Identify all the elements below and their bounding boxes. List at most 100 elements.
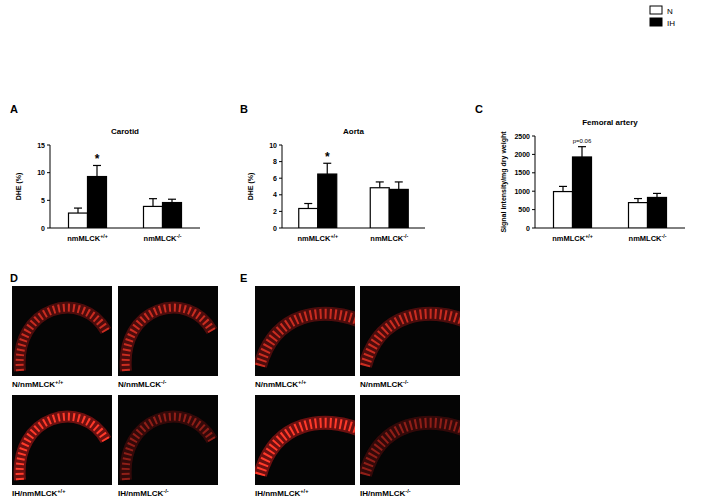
y-tick xyxy=(47,172,50,173)
error-bar xyxy=(634,199,642,203)
error-bar xyxy=(376,182,384,188)
chart-title: Femoral artery xyxy=(582,118,638,127)
micrograph xyxy=(255,286,360,376)
bar xyxy=(144,206,163,228)
y-axis xyxy=(50,145,51,228)
image-caption: IH/nmMLCK-/- xyxy=(360,488,411,498)
y-tick xyxy=(532,209,535,210)
bar xyxy=(318,174,337,228)
y-tick xyxy=(532,191,535,192)
y-tick xyxy=(532,154,535,155)
legend-label: N xyxy=(667,7,673,16)
y-tick-label: 8 xyxy=(273,158,277,165)
figure: A Carotid DHE (%) 0 5 10 15 nmMLCK+/+ * nmMLCK-/-… xyxy=(0,0,709,504)
y-tick-label: 0 xyxy=(41,225,45,232)
legend-swatch xyxy=(650,6,662,14)
y-tick xyxy=(47,228,50,229)
y-tick xyxy=(47,200,50,201)
axis-label: Signal intensity/mg dry weight xyxy=(500,131,508,233)
legend-label: IH xyxy=(667,19,675,28)
y-tick-label: 2500 xyxy=(514,133,530,140)
error-bar xyxy=(395,182,403,189)
y-tick-label: 4 xyxy=(273,191,277,198)
y-tick-label: 2000 xyxy=(514,151,530,158)
plot-area xyxy=(69,165,182,228)
y-tick-label: 0 xyxy=(526,225,530,232)
y-tick xyxy=(279,228,282,229)
x-tick-label: nmMLCK+/+ xyxy=(297,233,338,243)
annotation: * xyxy=(325,150,330,164)
bar xyxy=(573,157,592,228)
bar xyxy=(629,203,648,228)
y-tick-label: 5 xyxy=(41,197,45,204)
plot-area xyxy=(299,163,409,228)
bar xyxy=(88,177,107,228)
x-tick-label: nmMLCK+/+ xyxy=(552,233,593,243)
y-tick xyxy=(279,194,282,195)
error-bar xyxy=(93,165,101,176)
bar-chart: C Femoral artery Signal intensity/mg dry w… xyxy=(475,103,685,243)
y-tick-label: 2 xyxy=(273,208,277,215)
bar xyxy=(648,197,667,228)
y-tick-label: 1500 xyxy=(514,169,530,176)
x-tick-label: nmMLCK-/- xyxy=(629,233,667,243)
y-tick-label: 500 xyxy=(518,206,530,213)
image-caption: N/nmMLCK-/- xyxy=(360,379,409,389)
error-bar xyxy=(653,193,661,197)
y-tick-label: 0 xyxy=(273,225,277,232)
error-bar xyxy=(323,163,331,174)
annotation: * xyxy=(95,152,100,166)
bar xyxy=(163,203,182,228)
error-bar xyxy=(304,204,312,209)
error-bar xyxy=(578,147,586,157)
y-tick xyxy=(532,172,535,173)
image-caption: N/nmMLCK+/+ xyxy=(12,379,64,389)
y-tick-label: 1000 xyxy=(514,188,530,195)
y-tick xyxy=(532,136,535,137)
error-bar xyxy=(74,208,82,213)
image-caption: IH/nmMLCK+/+ xyxy=(12,488,66,498)
bar-chart: BAortaDHE (%)0246810nmMLCK+/+*nmMLCK-/- xyxy=(240,103,425,243)
bar-chart: ACarotidDHE (%)051015nmMLCK+/+*nmMLCK-/- xyxy=(10,103,200,243)
panel-letter: C xyxy=(475,103,483,115)
image-caption: N/nmMLCK+/+ xyxy=(255,379,307,389)
y-axis xyxy=(535,136,536,228)
image-panel: EN/nmMLCK+/+N/nmMLCK-/-IH/nmMLCK+/+IH/nm… xyxy=(240,272,465,498)
chart-title: Aorta xyxy=(343,127,364,136)
error-bar xyxy=(559,186,567,191)
y-tick xyxy=(279,211,282,212)
y-tick xyxy=(279,178,282,179)
micrograph xyxy=(118,395,218,485)
annotation: p=0.06 xyxy=(573,138,592,144)
x-tick-label: nmMLCK-/- xyxy=(370,233,408,243)
micrograph xyxy=(118,286,218,376)
image-caption: N/nmMLCK-/- xyxy=(118,379,167,389)
bar xyxy=(554,192,573,228)
bar xyxy=(370,188,389,228)
plot-area xyxy=(554,147,667,228)
y-tick xyxy=(532,228,535,229)
image-caption: IH/nmMLCK-/- xyxy=(118,488,169,498)
micrograph xyxy=(360,286,465,376)
axis-label: DHE (%) xyxy=(15,173,23,201)
axis-label: DHE (%) xyxy=(247,173,255,201)
y-tick xyxy=(279,145,282,146)
y-tick-label: 15 xyxy=(37,142,45,149)
image-panel: D N/nmMLCK+/+ N/nmMLCK-/- IH/nmMLCK+/+ IH/nm… xyxy=(10,272,218,498)
micrograph xyxy=(360,395,465,485)
chart-title: Carotid xyxy=(111,127,139,136)
bar xyxy=(299,208,318,228)
y-axis xyxy=(282,145,283,228)
x-tick-label: nmMLCK+/+ xyxy=(67,233,108,243)
x-tick-label: nmMLCK-/- xyxy=(144,233,182,243)
panel-letter: E xyxy=(240,272,247,284)
legend-swatch xyxy=(650,18,662,26)
micrograph xyxy=(255,395,360,485)
y-tick-label: 10 xyxy=(269,142,277,149)
panel-letter: A xyxy=(10,103,18,115)
bar xyxy=(389,189,408,228)
bar xyxy=(69,213,88,228)
y-tick xyxy=(47,145,50,146)
legend: N IH xyxy=(650,6,675,28)
panel-letter: D xyxy=(10,272,18,284)
